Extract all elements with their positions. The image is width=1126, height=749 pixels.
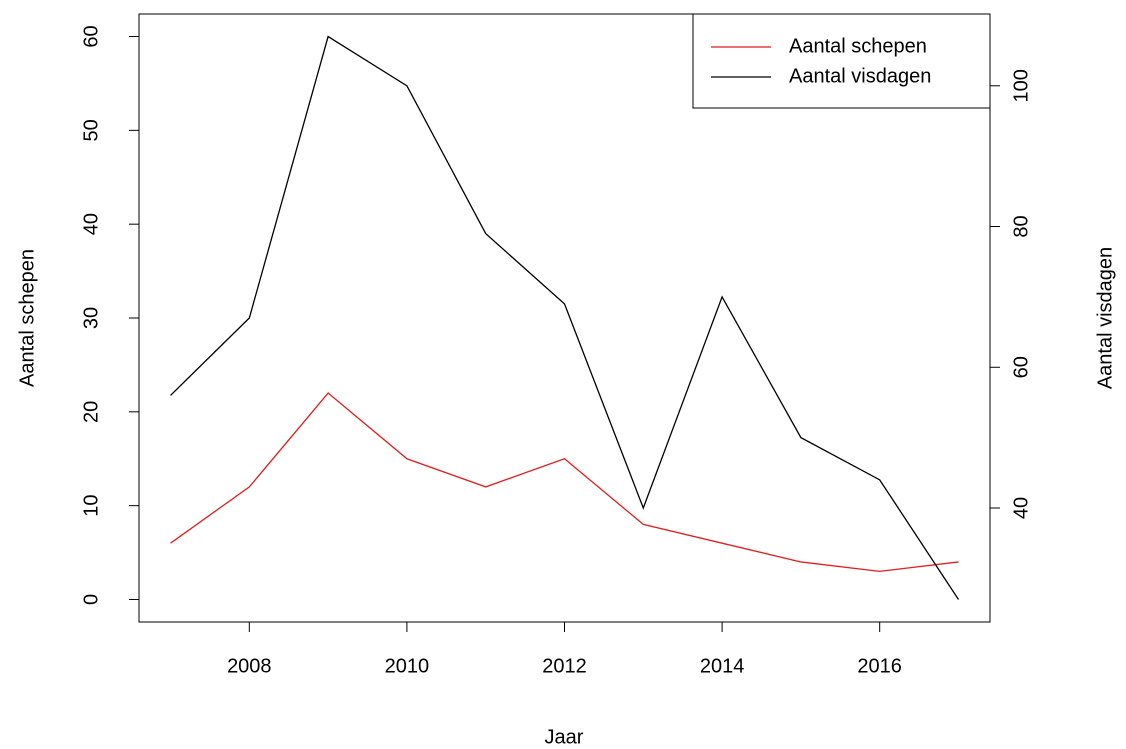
legend-label: Aantal visdagen xyxy=(789,65,931,87)
y2-tick-label: 60 xyxy=(1010,356,1032,378)
x-axis-label: Jaar xyxy=(545,726,584,748)
y-axis-label: Aantal schepen xyxy=(16,249,38,387)
x-tick-label: 2010 xyxy=(385,655,430,677)
x-tick-label: 2012 xyxy=(542,655,587,677)
x-tick-label: 2008 xyxy=(227,655,272,677)
x-tick-label: 2014 xyxy=(700,655,745,677)
y2-axis-label: Aantal visdagen xyxy=(1094,247,1116,389)
legend-label: Aantal schepen xyxy=(789,35,927,57)
series-line xyxy=(170,35,960,600)
series-line xyxy=(170,392,959,572)
legend-box xyxy=(692,13,991,109)
y2-tick-label: 40 xyxy=(1010,497,1032,519)
y-tick-label: 20 xyxy=(80,401,102,423)
y-tick-label: 60 xyxy=(80,25,102,47)
y-tick-label: 40 xyxy=(80,213,102,235)
y2-tick-label: 80 xyxy=(1010,215,1032,237)
y-tick-label: 10 xyxy=(80,495,102,517)
y-tick-label: 50 xyxy=(80,119,102,141)
plot-frame xyxy=(138,13,991,623)
y-tick-label: 30 xyxy=(80,307,102,329)
y-tick-label: 0 xyxy=(80,594,102,605)
x-tick-label: 2016 xyxy=(857,655,902,677)
y2-tick-label: 100 xyxy=(1010,69,1032,102)
